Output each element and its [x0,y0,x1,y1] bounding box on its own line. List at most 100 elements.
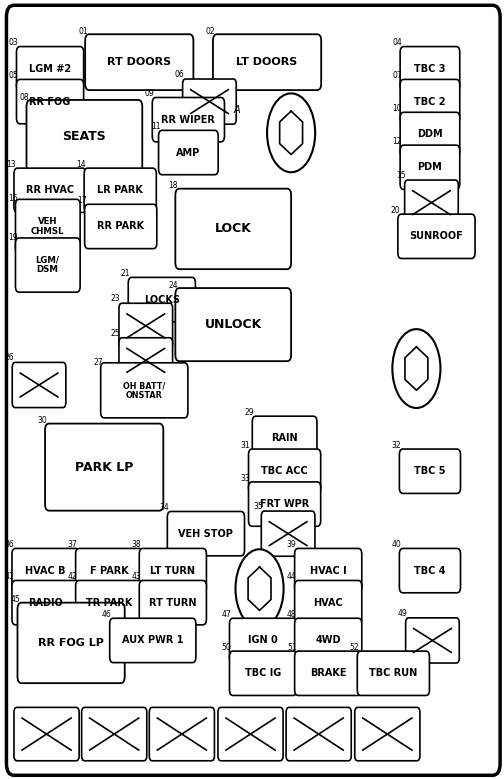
FancyBboxPatch shape [7,5,500,775]
Text: 48: 48 [287,610,297,619]
Text: UNLOCK: UNLOCK [205,318,262,331]
Text: TBC 2: TBC 2 [414,97,446,107]
Text: DDM: DDM [417,129,443,139]
FancyBboxPatch shape [16,238,80,292]
FancyBboxPatch shape [45,424,163,511]
Text: 18: 18 [168,182,178,190]
Text: TR PARK: TR PARK [86,597,133,608]
Text: 09: 09 [145,90,154,98]
Text: 33: 33 [241,474,250,483]
FancyBboxPatch shape [175,288,291,361]
Text: 4WD: 4WD [316,636,341,646]
Text: 32: 32 [392,441,401,450]
FancyBboxPatch shape [286,707,351,761]
FancyBboxPatch shape [101,363,188,418]
Circle shape [392,329,440,408]
FancyBboxPatch shape [119,338,172,383]
FancyBboxPatch shape [76,580,143,625]
FancyBboxPatch shape [139,548,207,593]
Text: 05: 05 [9,71,19,80]
Text: RT DOORS: RT DOORS [107,57,171,67]
Text: 42: 42 [68,573,78,581]
Text: AUX PWR 1: AUX PWR 1 [122,636,183,646]
Text: 41: 41 [5,573,14,581]
Text: 11: 11 [151,122,161,131]
Text: IGN 0: IGN 0 [248,636,278,646]
FancyBboxPatch shape [76,548,143,593]
Text: 30: 30 [38,416,47,425]
Text: VEH
CHMSL: VEH CHMSL [31,217,65,236]
FancyBboxPatch shape [357,651,429,696]
Text: HVAC: HVAC [313,597,343,608]
Text: PDM: PDM [418,162,443,172]
FancyBboxPatch shape [295,580,362,625]
Circle shape [235,549,284,628]
Text: 50: 50 [222,643,231,652]
Text: 31: 31 [241,441,250,450]
Text: PARK LP: PARK LP [75,460,134,474]
Text: 03: 03 [9,38,19,48]
Text: VEH STOP: VEH STOP [178,529,233,538]
Text: 23: 23 [111,294,120,303]
FancyBboxPatch shape [12,580,79,625]
Text: F PARK: F PARK [90,566,129,576]
FancyBboxPatch shape [85,34,194,90]
FancyBboxPatch shape [400,145,460,189]
Text: BRAKE: BRAKE [310,668,346,679]
Text: 44: 44 [287,573,297,581]
Text: 49: 49 [397,609,407,618]
Text: 52: 52 [350,643,359,652]
Text: HVAC I: HVAC I [310,566,347,576]
Text: LR PARK: LR PARK [97,185,143,196]
FancyBboxPatch shape [213,34,321,90]
Text: 10: 10 [393,104,402,113]
Text: 25: 25 [111,329,120,338]
FancyBboxPatch shape [400,79,460,124]
Text: SEATS: SEATS [62,129,106,143]
FancyBboxPatch shape [182,79,236,124]
FancyBboxPatch shape [400,47,460,91]
Text: LT TURN: LT TURN [150,566,196,576]
Circle shape [267,93,315,172]
Text: LOCK: LOCK [215,223,251,235]
Text: 36: 36 [4,541,14,549]
FancyBboxPatch shape [248,449,321,493]
Text: TBC 5: TBC 5 [414,466,446,476]
FancyBboxPatch shape [139,580,207,625]
FancyBboxPatch shape [12,548,79,593]
FancyBboxPatch shape [159,130,218,174]
FancyBboxPatch shape [167,512,244,556]
Text: AMP: AMP [176,147,201,157]
Text: RR WIPER: RR WIPER [161,115,215,125]
Text: 15: 15 [397,171,406,180]
FancyBboxPatch shape [85,204,157,249]
FancyBboxPatch shape [152,97,224,142]
Text: RR HVAC: RR HVAC [26,185,74,196]
Text: LGM/
DSM: LGM/ DSM [36,256,59,274]
FancyBboxPatch shape [149,707,214,761]
Text: 51: 51 [287,643,297,652]
Text: RAIN: RAIN [271,433,298,443]
Text: 17: 17 [77,196,87,205]
FancyBboxPatch shape [110,619,196,663]
FancyBboxPatch shape [82,707,147,761]
FancyBboxPatch shape [17,79,84,124]
Text: 37: 37 [68,541,78,549]
FancyBboxPatch shape [14,707,79,761]
FancyBboxPatch shape [295,548,362,593]
Text: 45: 45 [10,595,20,605]
Text: 27: 27 [93,358,103,367]
FancyBboxPatch shape [229,619,297,663]
Text: LGM #2: LGM #2 [29,64,71,74]
Text: 46: 46 [102,610,112,619]
Text: RR FOG LP: RR FOG LP [38,638,104,648]
FancyBboxPatch shape [27,100,142,172]
FancyBboxPatch shape [399,548,461,593]
FancyBboxPatch shape [175,189,291,270]
FancyBboxPatch shape [218,707,283,761]
FancyBboxPatch shape [17,47,84,91]
Text: 12: 12 [393,137,402,146]
Text: LT DOORS: LT DOORS [236,57,298,67]
FancyBboxPatch shape [398,214,475,259]
Text: OH BATT/
ONSTAR: OH BATT/ ONSTAR [123,382,165,400]
